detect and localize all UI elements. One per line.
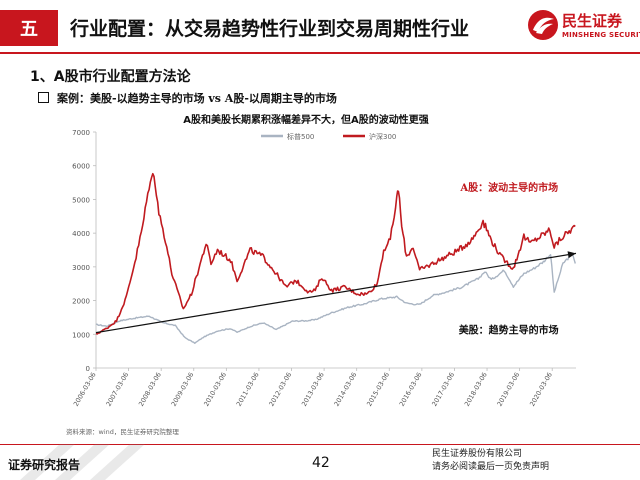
chart-source: 资料来源：wind，民生证券研究院整理 — [66, 427, 179, 436]
annotation-us-stock: 美股：趋势主导的市场 — [459, 324, 559, 337]
x-tick-label: 2008-03-06 — [137, 371, 163, 408]
page-number: 42 — [312, 455, 330, 471]
trend-arrow-head-icon — [567, 251, 576, 259]
y-tick-label: 6000 — [72, 163, 90, 171]
case-line: 案例：美股-以趋势主导的市场 vs A股-以周期主导的市场 — [38, 90, 337, 106]
series-line-csi300 — [95, 172, 576, 335]
logo-name-cn: 民生证券 — [562, 12, 623, 30]
x-tick-label: 2015-03-06 — [365, 371, 391, 408]
chart-legend: 标普500 沪深300 — [261, 132, 396, 141]
x-tick-label: 2019-03-06 — [496, 371, 522, 408]
footer-disclaimer-text: 请务必阅读最后一页免责声明 — [432, 462, 550, 472]
page-title: 行业配置：从交易趋势性行业到交易周期性行业 — [70, 18, 470, 40]
chart-title: A股和美股长期累积涨幅差异不大，但A股的波动性更强 — [183, 113, 428, 126]
header: 五 行业配置：从交易趋势性行业到交易周期性行业 民生证券 MINSHENG SE… — [0, 0, 640, 58]
footer-company: 民生证券股份有限公司 — [432, 449, 523, 459]
footer-stripes-decoration — [20, 444, 145, 480]
x-tick-label: 2014-03-06 — [333, 371, 359, 408]
footer-report-label: 证券研究报告 — [8, 458, 81, 472]
index-comparison-chart: A股和美股长期累积涨幅差异不大，但A股的波动性更强 标普500 沪深300 0 10… — [66, 113, 577, 436]
footer-divider — [0, 444, 640, 445]
legend-label: 沪深300 — [369, 132, 396, 141]
x-tick-label: 2018-03-06 — [463, 371, 489, 408]
case-text: 案例：美股-以趋势主导的市场 vs A股-以周期主导的市场 — [57, 92, 337, 105]
y-tick-label: 2000 — [72, 298, 90, 306]
footer-disclaimer: 民生证券股份有限公司 请务必阅读最后一页免责声明 — [432, 448, 549, 474]
x-tick-label: 2007-03-06 — [104, 371, 130, 408]
logo-emblem-icon — [528, 10, 558, 40]
chart-series-layer — [95, 172, 577, 345]
x-tick-label: 2010-03-06 — [202, 371, 228, 408]
y-tick-label: 1000 — [72, 331, 90, 339]
y-tick-label: 3000 — [72, 264, 90, 272]
y-tick-label: 4000 — [72, 230, 90, 238]
legend-label: 标普500 — [287, 132, 314, 141]
x-tick-label: 2017-03-06 — [430, 371, 456, 408]
header-divider — [0, 52, 640, 54]
section-number-badge: 五 — [0, 10, 58, 46]
x-tick-label: 2012-03-06 — [267, 371, 293, 408]
y-tick-label: 5000 — [72, 196, 90, 204]
trend-arrow-line — [95, 252, 577, 334]
x-tick-label: 2020-03-06 — [528, 371, 554, 408]
x-tick-label: 2006-03-06 — [72, 371, 98, 408]
x-tick-label: 2009-03-06 — [170, 371, 196, 408]
x-tick-label: 2016-03-06 — [398, 371, 424, 408]
series-line-sp500 — [95, 252, 576, 345]
logo-name-en: MINSHENG SECURITIES — [562, 31, 640, 39]
annotation-a-share: A股：波动主导的市场 — [459, 181, 558, 194]
x-tick-label: 2011-03-06 — [235, 371, 261, 408]
y-tick-label: 7000 — [72, 129, 90, 137]
company-logo: 民生证券 MINSHENG SECURITIES — [526, 8, 640, 48]
x-tick-label: 2013-03-06 — [300, 371, 326, 408]
section-subtitle: 1、A股市行业配置方法论 — [30, 69, 191, 85]
square-bullet-icon — [38, 92, 49, 103]
y-tick-label: 0 — [86, 365, 90, 373]
